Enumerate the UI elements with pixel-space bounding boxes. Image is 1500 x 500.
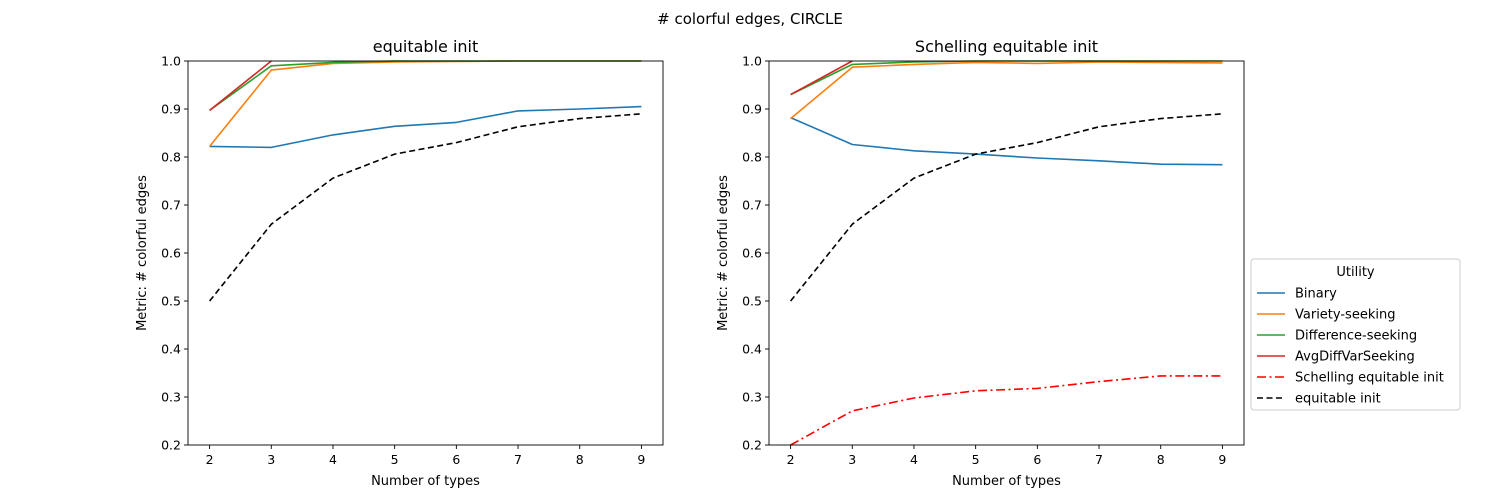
y-tick-label: 0.4 [742, 342, 762, 357]
y-tick-label: 0.4 [161, 342, 181, 357]
x-tick-label: 6 [452, 452, 460, 467]
legend-label: Binary [1295, 287, 1337, 302]
x-tick-label: 8 [576, 452, 584, 467]
chart-title: Schelling equitable init [915, 37, 1098, 56]
y-tick-label: 1.0 [742, 54, 762, 69]
series-line-variety-seeking [790, 61, 1223, 120]
x-tick-label: 4 [329, 452, 337, 467]
x-tick-label: 7 [1095, 452, 1103, 467]
y-tick-label: 0.8 [742, 150, 762, 165]
axes-frame [187, 60, 664, 446]
legend-label: AvgDiffVarSeeking [1295, 350, 1415, 365]
y-tick-label: 0.2 [161, 438, 181, 453]
series-line-difference-seeking [209, 60, 642, 112]
x-tick-label: 2 [206, 452, 214, 467]
y-tick-label: 0.7 [161, 198, 181, 213]
y-axis-label: Metric: # colorful edges [135, 175, 150, 331]
legend-label: Difference-seeking [1295, 329, 1417, 344]
x-tick-label: 2 [787, 452, 795, 467]
y-axis-label: Metric: # colorful edges [716, 175, 731, 331]
x-tick-label: 3 [267, 452, 275, 467]
x-tick-label: 9 [637, 452, 645, 467]
x-tick-label: 8 [1157, 452, 1165, 467]
series-line-variety-seeking [208, 60, 642, 147]
series-line-equitable-init [208, 113, 642, 302]
series-line-avgdiffvarseeking [790, 60, 853, 96]
x-axis-label: Number of types [952, 474, 1061, 489]
series-line-difference-seeking [790, 60, 1223, 96]
y-tick-label: 0.6 [742, 246, 762, 261]
series-line-schelling-equitable-init [790, 375, 1223, 446]
legend-label: equitable init [1295, 392, 1381, 407]
legend-label: Variety-seeking [1295, 308, 1395, 323]
y-tick-label: 1.0 [161, 54, 181, 69]
x-tick-label: 5 [972, 452, 980, 467]
y-tick-label: 0.2 [742, 438, 762, 453]
y-tick-label: 0.5 [161, 294, 181, 309]
x-tick-label: 4 [910, 452, 918, 467]
series-line-avgdiffvarseeking [209, 60, 272, 112]
y-tick-label: 0.5 [742, 294, 762, 309]
series-group [208, 60, 642, 302]
legend-title: Utility [1336, 265, 1375, 280]
y-tick-label: 0.7 [742, 198, 762, 213]
y-tick-label: 0.9 [161, 102, 181, 117]
y-tick-label: 0.9 [742, 102, 762, 117]
legend: Utility Binary Variety-seeking Difference-s… [1250, 258, 1461, 411]
chart-panel-2: 2 3 4 5 6 7 8 9 0.2 0.3 0.4 0.5 0.6 0.7 0.8 0.9 1.0 Schel… [716, 37, 1245, 489]
x-tick-label: 3 [848, 452, 856, 467]
figure-suptitle: # colorful edges, CIRCLE [657, 10, 843, 28]
series-group [789, 60, 1223, 446]
y-tick-label: 0.6 [161, 246, 181, 261]
x-axis-label: Number of types [371, 474, 480, 489]
legend-label: Schelling equitable init [1295, 371, 1444, 386]
chart-panel-1: 2 3 4 5 6 7 8 9 0.2 0.3 0.4 0.5 0.6 0.7 0.8 0.9 1.0 equit… [135, 37, 664, 489]
series-line-equitable-init [789, 113, 1223, 302]
x-tick-label: 9 [1218, 452, 1226, 467]
y-tick-label: 0.3 [742, 390, 762, 405]
series-line-binary [790, 116, 1223, 166]
x-tick-label: 7 [514, 452, 522, 467]
panels: 2 3 4 5 6 7 8 9 0.2 0.3 0.4 0.5 0.6 0.7 0.8 0.9 1.0 equit… [135, 37, 1245, 489]
y-tick-label: 0.8 [161, 150, 181, 165]
legend-box [1250, 258, 1461, 411]
axes-frame [768, 60, 1245, 446]
y-tick-label: 0.3 [161, 390, 181, 405]
series-line-binary [209, 105, 642, 149]
x-tick-label: 6 [1033, 452, 1041, 467]
x-tick-label: 5 [391, 452, 399, 467]
chart-title: equitable init [373, 37, 479, 56]
